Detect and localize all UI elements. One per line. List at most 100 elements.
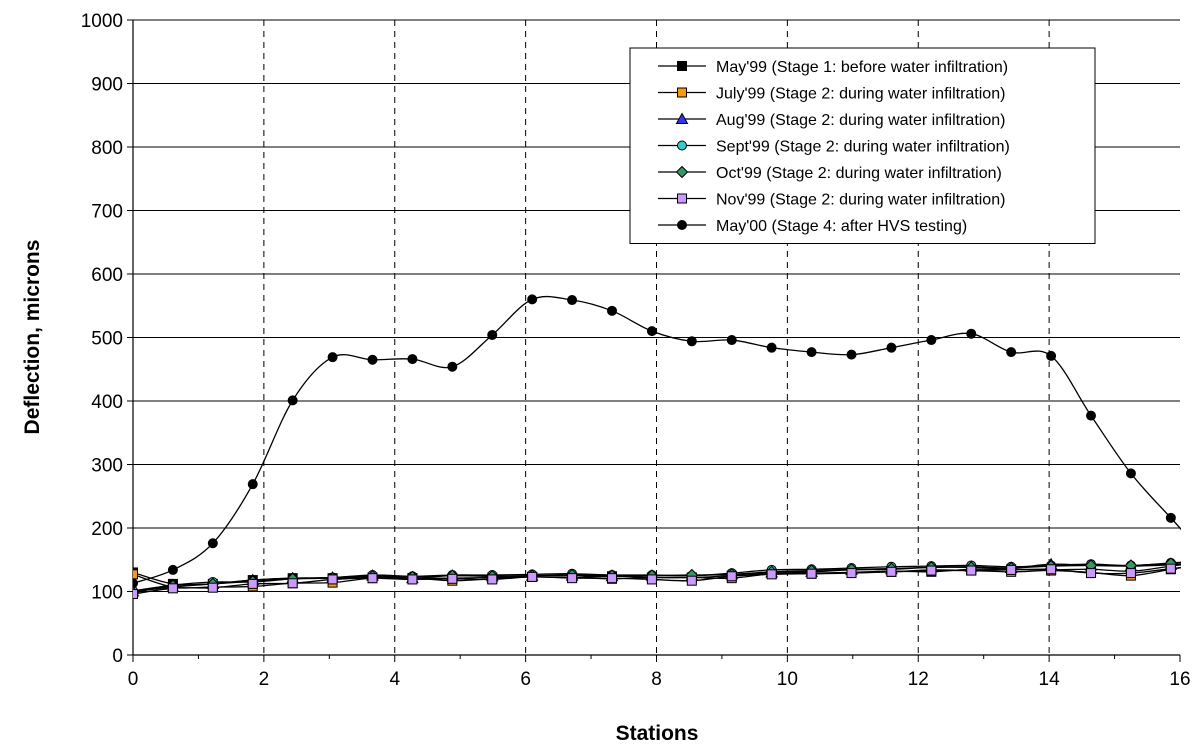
data-point — [133, 569, 138, 580]
data-point — [886, 342, 897, 353]
data-point — [646, 574, 657, 585]
data-point — [646, 326, 657, 337]
series-5 — [133, 563, 1181, 600]
y-tick-label: 900 — [91, 75, 123, 96]
series-line — [133, 295, 1181, 584]
data-point — [1006, 564, 1017, 575]
data-point — [1165, 512, 1176, 523]
data-point — [447, 361, 458, 372]
legend-label: May'00 (Stage 4: after HVS testing) — [716, 218, 967, 235]
y-tick-label: 100 — [91, 583, 123, 604]
data-point — [806, 568, 817, 579]
legend-label: May'99 (Stage 1: before water infiltrati… — [716, 59, 1008, 76]
data-point — [1125, 468, 1136, 479]
data-point — [133, 589, 138, 600]
data-point — [886, 566, 897, 577]
data-point — [407, 354, 418, 365]
x-tick-labels: 0 2 4 6 8 10 12 14 16 — [128, 669, 1191, 690]
data-point — [327, 352, 338, 363]
series-layer — [133, 294, 1181, 600]
y-tick-label: 800 — [91, 138, 123, 159]
x-tick-label: 6 — [520, 669, 531, 690]
legend-marker — [677, 87, 687, 98]
data-point — [1086, 410, 1097, 421]
legend-entry: May'99 (Stage 1: before water infiltrati… — [658, 59, 1008, 76]
legend-marker — [677, 220, 687, 230]
series-6 — [133, 294, 1181, 589]
data-point — [167, 583, 178, 594]
series-line — [133, 562, 1181, 594]
legend-label: Nov'99 (Stage 2: during water infiltrati… — [716, 192, 1005, 209]
data-point — [167, 564, 178, 575]
data-point — [846, 568, 857, 579]
legend-box — [629, 47, 1096, 244]
y-tick-labels: 0 100 200 300 400 500 600 700 800 900 1000 — [81, 11, 123, 667]
data-point — [247, 578, 258, 589]
series-line — [133, 567, 1181, 589]
x-tick-label: 16 — [1169, 669, 1190, 690]
y-tick-label: 0 — [112, 646, 123, 667]
data-point — [686, 336, 697, 347]
data-point — [1086, 568, 1097, 579]
data-point — [527, 571, 538, 582]
legend-marker — [677, 193, 687, 204]
legend-entry: July'99 (Stage 2: during water infiltrat… — [658, 86, 1005, 103]
x-axis-title: Stations — [616, 722, 699, 745]
legend-entry: Oct'99 (Stage 2: during water infiltrati… — [658, 165, 1002, 182]
axes — [127, 19, 1181, 662]
legend-marker — [677, 140, 687, 151]
legend: May'99 (Stage 1: before water infiltrati… — [629, 47, 1096, 244]
data-point — [726, 335, 737, 346]
data-point — [287, 578, 298, 589]
y-tick-label: 400 — [91, 392, 123, 413]
data-point — [567, 573, 578, 584]
legend-entry: Aug'99 (Stage 2: during water infiltrati… — [658, 112, 1005, 129]
data-point — [327, 574, 338, 585]
data-point — [367, 573, 378, 584]
legend-entry: Sept'99 (Stage 2: during water infiltrat… — [658, 139, 1010, 156]
y-tick-label: 300 — [91, 456, 123, 477]
data-point — [207, 538, 218, 549]
legend-label: Oct'99 (Stage 2: during water infiltrati… — [716, 165, 1002, 182]
x-tick-label: 14 — [1039, 669, 1061, 690]
legend-entry: May'00 (Stage 4: after HVS testing) — [658, 218, 967, 235]
x-tick-label: 0 — [128, 669, 139, 690]
data-point — [1125, 568, 1136, 579]
data-point — [527, 294, 538, 305]
data-point — [1046, 350, 1057, 361]
data-point — [287, 395, 298, 406]
data-point — [966, 328, 977, 339]
data-point — [806, 347, 817, 358]
x-tick-label: 8 — [651, 669, 662, 690]
legend-marker — [675, 112, 689, 124]
data-point — [686, 575, 697, 586]
y-tick-label: 1000 — [81, 11, 123, 32]
series-line — [133, 566, 1181, 595]
legend-marker — [675, 165, 689, 179]
data-point — [567, 295, 578, 306]
data-point — [407, 574, 418, 585]
data-point — [133, 578, 138, 589]
data-point — [447, 573, 458, 584]
data-point — [846, 349, 857, 360]
legend-entry: Nov'99 (Stage 2: during water infiltrati… — [658, 192, 1005, 209]
data-point — [926, 335, 937, 346]
x-tick-label: 2 — [259, 669, 270, 690]
data-point — [726, 571, 737, 582]
data-point — [487, 329, 498, 340]
x-tick-label: 4 — [389, 669, 400, 690]
data-point — [766, 342, 777, 353]
y-tick-label: 700 — [91, 202, 123, 223]
data-point — [1165, 563, 1176, 574]
x-tick-label: 12 — [908, 669, 929, 690]
legend-marker — [677, 61, 687, 71]
data-point — [1046, 564, 1057, 575]
data-point — [207, 582, 218, 593]
data-point — [766, 569, 777, 580]
data-point — [367, 354, 378, 365]
data-point — [1006, 347, 1017, 358]
legend-label: Aug'99 (Stage 2: during water infiltrati… — [716, 112, 1005, 129]
y-tick-label: 600 — [91, 265, 123, 286]
x-tick-label: 10 — [777, 669, 798, 690]
data-point — [607, 305, 618, 316]
